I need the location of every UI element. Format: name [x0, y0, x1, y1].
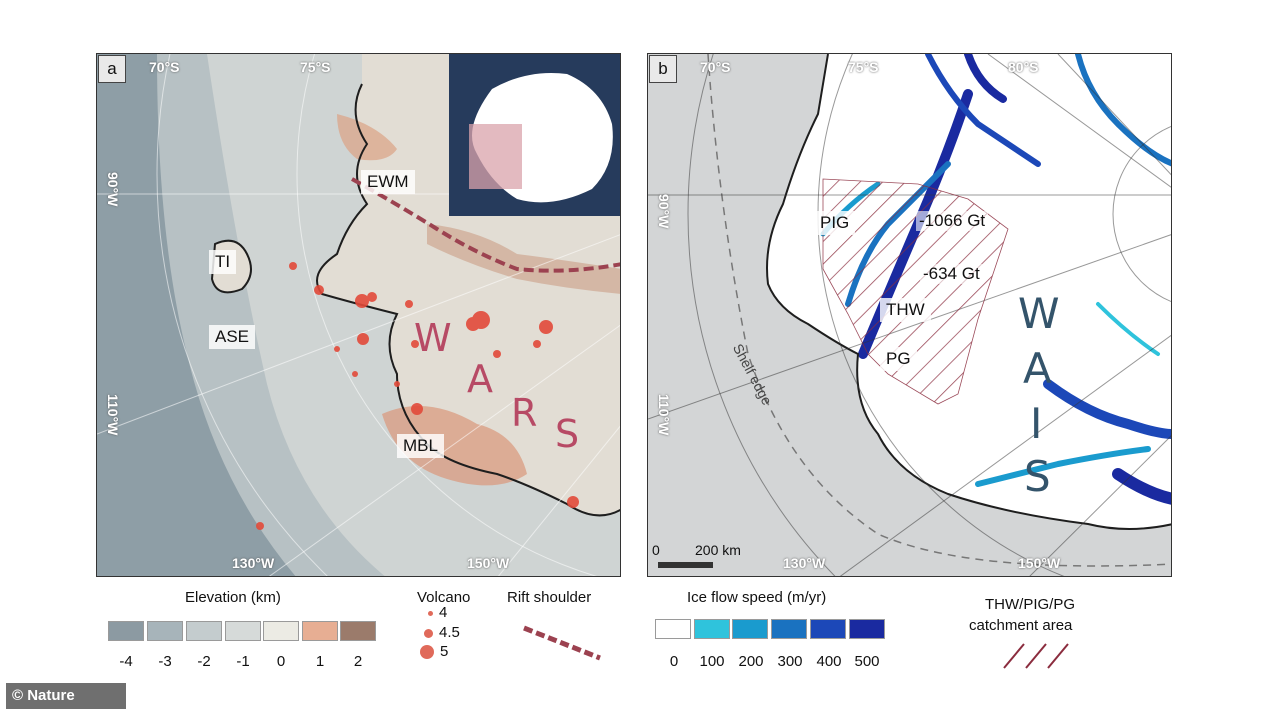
ice-swatch-100: [694, 619, 730, 639]
rift-shoulder-symbol: [523, 625, 601, 661]
lat-75s-label: 75°S: [300, 59, 331, 75]
wars-letter-r: R: [511, 391, 538, 435]
rift-legend-title: Rift shoulder: [507, 589, 592, 606]
volcano-legend-title: Volcano: [417, 589, 471, 606]
b-lon-90w-label: 90°W: [656, 194, 672, 229]
ice-tick-300: 300: [777, 653, 803, 670]
scale-zero: 0: [652, 542, 660, 558]
elev-tick-m1: -1: [236, 653, 250, 670]
volcano-dot-large: [420, 645, 434, 660]
volcano-size-4-label: 4: [439, 604, 448, 621]
wais-letter-a: A: [1023, 344, 1052, 393]
lat-70s-label: 70°S: [149, 59, 180, 75]
volcano-size-5: 5: [420, 643, 448, 660]
label-mbl: MBL: [397, 434, 444, 458]
lon-90w-label: 90°W: [105, 172, 121, 207]
panel-a-elevation-map: a 70°S 75°S 90°W 110°W 130°W 150°W EWM T…: [96, 53, 621, 577]
ice-flow-legend-title: Ice flow speed (m/yr): [687, 589, 827, 606]
volcano-size-45-label: 4.5: [439, 624, 460, 641]
label-thw: THW: [880, 298, 931, 322]
label-pg: PG: [880, 347, 917, 371]
elev-swatch-1: [302, 621, 338, 641]
elev-swatch-2: [340, 621, 376, 641]
panel-b-letter: b: [649, 55, 677, 83]
elev-swatch-m1: [225, 621, 261, 641]
scale-200km: 200 km: [695, 542, 741, 558]
nature-watermark: © Nature: [6, 683, 126, 709]
elev-tick-1: 1: [315, 653, 325, 670]
elev-tick-m2: -2: [197, 653, 211, 670]
b-lon-110w-label: 110°W: [656, 394, 672, 436]
ice-swatch-200: [732, 619, 768, 639]
elevation-legend-title: Elevation (km): [185, 589, 281, 606]
wais-letter-s: S: [1024, 452, 1051, 501]
lon-150w-label: 150°W: [467, 555, 510, 571]
mass-loss-pig: -1066 Gt: [916, 211, 989, 231]
ice-tick-100: 100: [699, 653, 725, 670]
elev-tick-2: 2: [353, 653, 363, 670]
b-lon-130w-label: 130°W: [783, 555, 826, 571]
ice-swatch-300: [771, 619, 807, 639]
wars-letter-a: A: [467, 357, 493, 401]
label-ewm: EWM: [361, 170, 415, 194]
ice-tick-200: 200: [738, 653, 764, 670]
b-lat-75s-label: 75°S: [848, 59, 879, 75]
volcano-markers: [256, 262, 579, 530]
elev-tick-m4: -4: [119, 653, 133, 670]
lon-110w-label: 110°W: [105, 394, 121, 436]
ice-tick-0: 0: [669, 653, 679, 670]
lon-130w-label: 130°W: [232, 555, 275, 571]
label-pig: PIG: [814, 211, 856, 235]
mass-loss-thw: -634 Gt: [920, 264, 983, 284]
elev-swatch-m3: [147, 621, 183, 641]
elev-swatch-m2: [186, 621, 222, 641]
label-ti: TI: [209, 250, 237, 274]
ice-swatch-400: [810, 619, 846, 639]
volcano-size-45: 4.5: [422, 624, 460, 641]
elev-tick-m3: -3: [158, 653, 172, 670]
elev-swatch-m4: [108, 621, 144, 641]
elev-swatch-0: [263, 621, 299, 641]
catchment-legend-title-2: catchment area: [969, 617, 1073, 634]
b-lat-80s-label: 80°S: [1008, 59, 1039, 75]
wais-letter-w: W: [1018, 289, 1060, 338]
volcano-size-4: 4: [424, 604, 447, 621]
ice-swatch-0: [655, 619, 691, 639]
panel-b-ice-flow-map: b 70°S 75°S 80°S 90°W 110°W 130°W 150°W …: [647, 53, 1172, 577]
label-ase: ASE: [209, 325, 256, 349]
volcano-dot-medium: [424, 628, 433, 638]
volcano-dot-small: [428, 610, 433, 616]
panel-a-letter: a: [98, 55, 126, 83]
elev-tick-0: 0: [276, 653, 286, 670]
ice-tick-500: 500: [854, 653, 880, 670]
ice-tick-400: 400: [816, 653, 842, 670]
wais-letter-i: I: [1030, 399, 1043, 448]
b-lat-70s-label: 70°S: [700, 59, 731, 75]
elevation-map-graphic: [97, 54, 620, 576]
antarctica-inset: [449, 54, 620, 216]
volcano-size-5-label: 5: [440, 643, 449, 660]
catchment-legend-title-1: THW/PIG/PG: [985, 596, 1075, 613]
wars-letter-w: W: [414, 316, 452, 360]
catchment-hatch-symbol: [1003, 643, 1069, 669]
catchment-area: [822, 178, 1009, 405]
wars-letter-s: S: [555, 412, 580, 456]
b-lon-150w-label: 150°W: [1018, 555, 1061, 571]
ice-swatch-500: [849, 619, 885, 639]
